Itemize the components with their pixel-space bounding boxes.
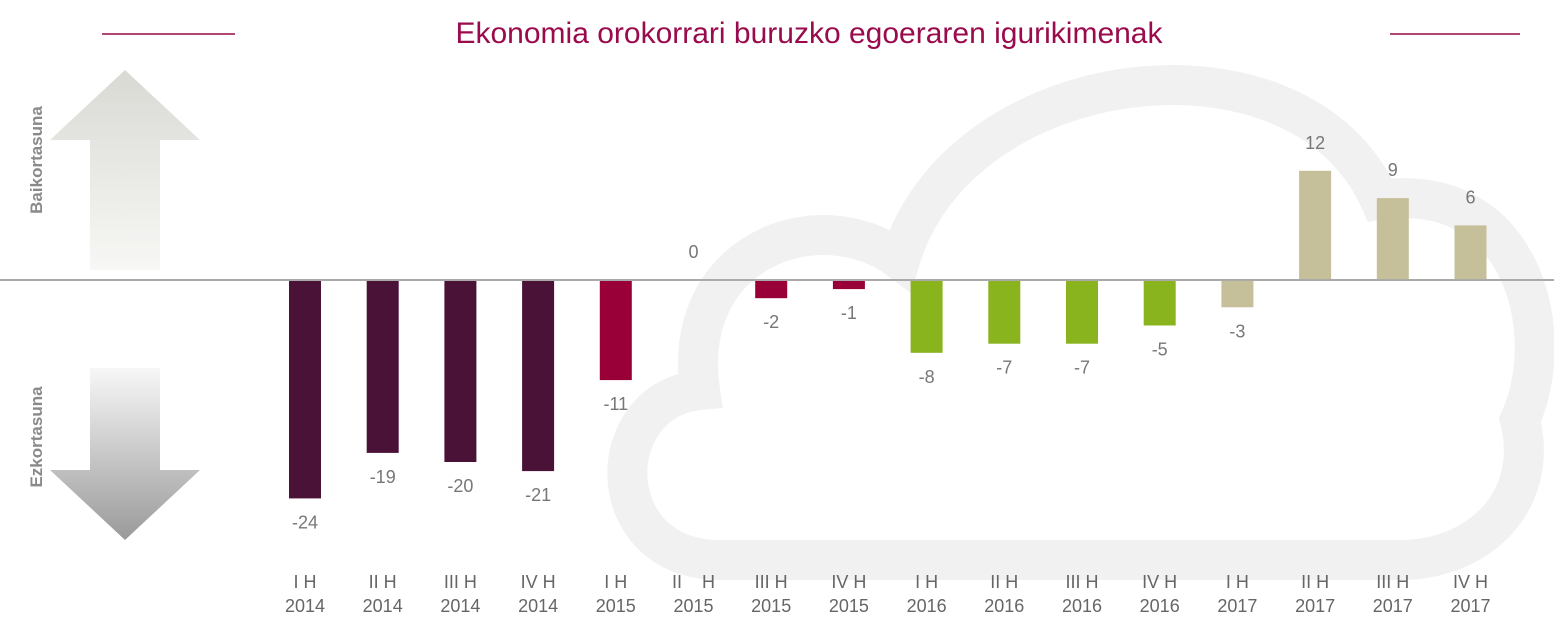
upper-label: Baikortasuna — [27, 106, 46, 214]
x-tick-label: II H 2015 — [654, 570, 734, 618]
bar — [600, 280, 632, 380]
bar — [1299, 171, 1331, 280]
bar — [444, 280, 476, 462]
x-tick-label: III H 2014 — [420, 570, 500, 618]
bar — [1144, 280, 1176, 326]
x-tick-label: IV H 2016 — [1120, 570, 1200, 618]
bar — [1066, 280, 1098, 344]
lower-label: Ezkortasuna — [27, 386, 46, 488]
value-label: -19 — [370, 467, 396, 487]
value-label: 9 — [1388, 160, 1398, 180]
x-tick-label: II H 2014 — [343, 570, 423, 618]
bar — [1221, 280, 1253, 307]
chart-svg: Ekonomia orokorrari buruzko egoeraren ig… — [0, 0, 1554, 620]
x-tick-label: I H 2017 — [1197, 570, 1277, 618]
value-label: 6 — [1465, 187, 1475, 207]
value-label: -5 — [1152, 340, 1168, 360]
value-label: -1 — [841, 303, 857, 323]
value-label: -7 — [996, 358, 1012, 378]
value-label: -20 — [447, 476, 473, 496]
bar — [1377, 198, 1409, 280]
value-label: -21 — [525, 485, 551, 505]
x-tick-label: III H 2016 — [1042, 570, 1122, 618]
bar — [289, 280, 321, 498]
chart-title: Ekonomia orokorrari buruzko egoeraren ig… — [455, 17, 1163, 50]
x-tick-label: II H 2017 — [1275, 570, 1355, 618]
bar — [522, 280, 554, 471]
x-tick-label: III H 2015 — [731, 570, 811, 618]
value-label: -7 — [1074, 358, 1090, 378]
value-label: 0 — [688, 242, 698, 262]
x-tick-label: II H 2016 — [964, 570, 1044, 618]
bar — [755, 280, 787, 298]
bar — [367, 280, 399, 453]
x-tick-label: III H 2017 — [1353, 570, 1433, 618]
x-tick-label: I H 2015 — [576, 570, 656, 618]
x-tick-label: IV H 2015 — [809, 570, 889, 618]
x-tick-label: IV H 2017 — [1431, 570, 1511, 618]
plot: -24 -19 -20 -21 -11 0 -2 -1 -8 -7 -7 -5 -3 12 9 6 — [0, 133, 1554, 533]
value-label: 12 — [1305, 133, 1325, 153]
value-label: -2 — [763, 312, 779, 332]
up-arrow — [50, 70, 200, 270]
bar — [988, 280, 1020, 344]
bar — [1455, 225, 1487, 280]
x-tick-label: IV H 2014 — [498, 570, 578, 618]
x-tick-label: I H 2016 — [887, 570, 967, 618]
bar — [911, 280, 943, 353]
chart: Ekonomia orokorrari buruzko egoeraren ig… — [0, 0, 1554, 620]
bar — [833, 280, 865, 289]
x-tick-label: I H 2014 — [265, 570, 345, 618]
value-label: -8 — [919, 367, 935, 387]
down-arrow — [50, 368, 200, 540]
value-label: -3 — [1229, 321, 1245, 341]
value-label: -11 — [603, 394, 628, 414]
value-label: -24 — [292, 512, 318, 532]
